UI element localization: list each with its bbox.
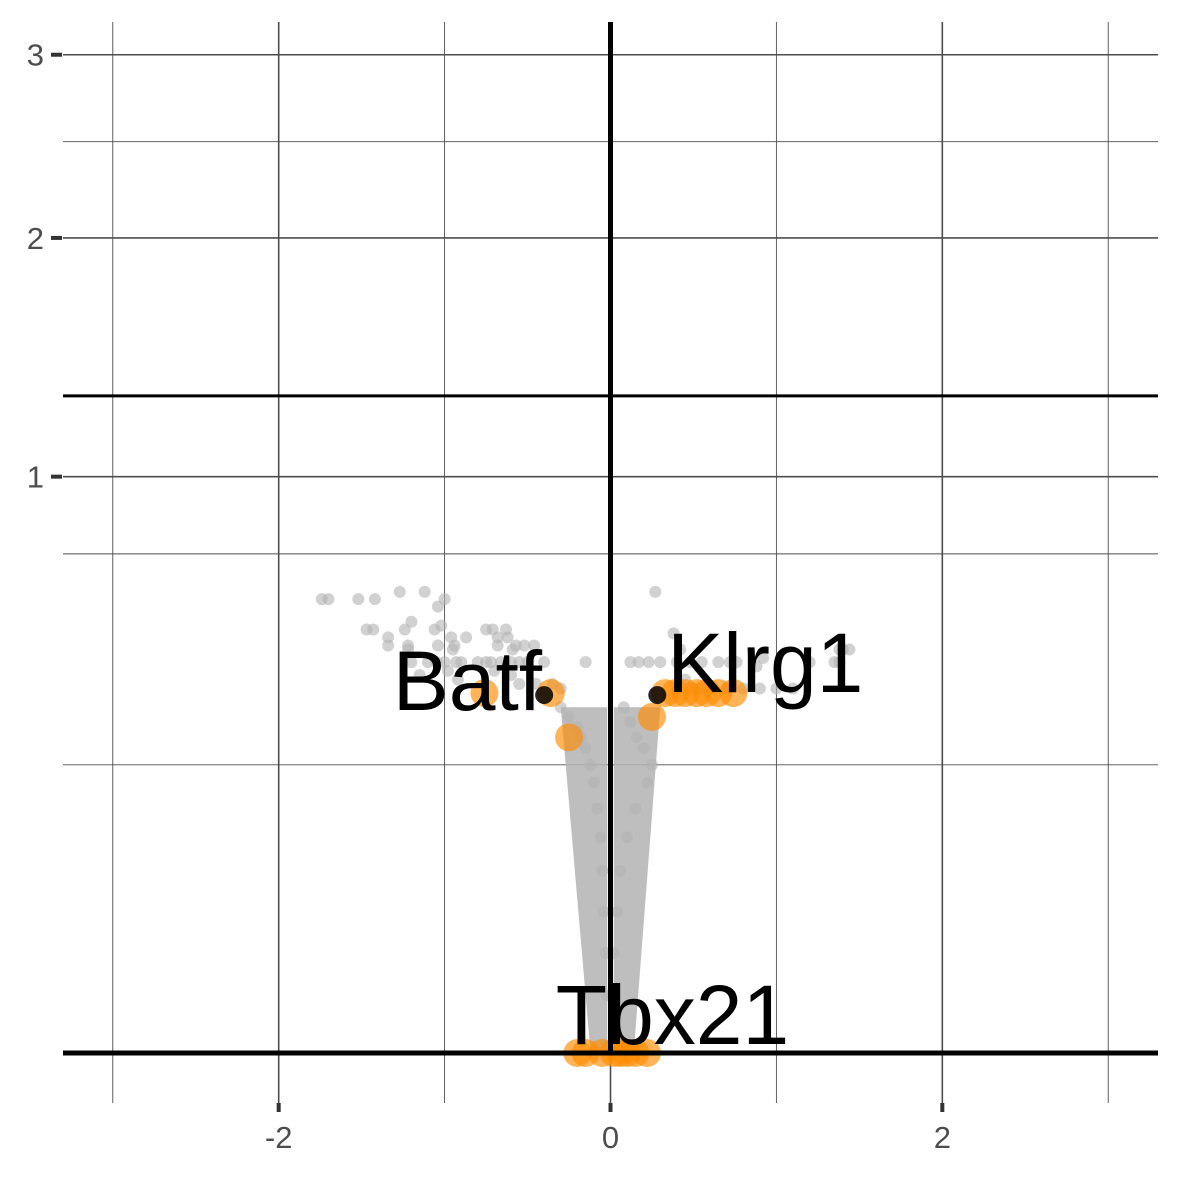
data-point <box>730 656 743 669</box>
data-point <box>430 656 443 669</box>
data-point <box>398 623 411 636</box>
data-point <box>495 656 507 669</box>
dense-point-cluster <box>613 707 661 1053</box>
data-point <box>441 664 454 677</box>
y-tick-label: 3 <box>27 38 44 73</box>
label-marker <box>535 686 554 705</box>
x-tick-label: -2 <box>265 1120 293 1155</box>
data-point <box>750 660 763 673</box>
data-point <box>435 619 448 632</box>
data-point <box>405 656 418 669</box>
data-point <box>513 656 526 669</box>
data-point <box>382 639 395 652</box>
data-point <box>367 623 380 636</box>
data-point <box>504 669 517 682</box>
x-tick-label: 2 <box>934 1120 951 1155</box>
label-marker <box>648 686 667 705</box>
data-point <box>518 639 531 652</box>
data-point <box>695 656 708 669</box>
data-point <box>803 656 816 669</box>
data-point <box>413 669 426 682</box>
data-point <box>670 656 683 669</box>
data-point <box>667 627 680 640</box>
gene-label-tbx21: Tbx21 <box>556 968 789 1062</box>
data-point <box>579 656 592 669</box>
data-point <box>418 585 431 598</box>
data-point <box>393 585 406 598</box>
data-point <box>649 585 662 598</box>
data-point <box>712 656 725 669</box>
data-point <box>431 600 444 613</box>
data-point <box>455 656 468 669</box>
data-point <box>322 593 335 606</box>
data-point <box>506 643 519 656</box>
data-point <box>521 656 534 669</box>
data-point <box>504 656 517 669</box>
x-axis: -2 0 2 <box>265 1103 951 1155</box>
gene-label-batf: Batf <box>393 634 543 728</box>
data-point <box>368 593 381 606</box>
data-point <box>446 643 459 656</box>
data-point <box>624 656 637 669</box>
data-point <box>352 593 365 606</box>
highlight-point <box>470 679 499 708</box>
data-point <box>528 639 541 652</box>
data-point <box>471 656 484 669</box>
data-point <box>632 656 645 669</box>
x-tick-label: 0 <box>602 1120 619 1155</box>
data-point <box>753 682 766 695</box>
highlight-point <box>555 723 584 752</box>
gene-label-klrg1: Klrg1 <box>667 616 863 710</box>
data-point <box>833 656 846 669</box>
data-point <box>538 656 551 669</box>
data-point <box>451 673 464 686</box>
highlight-point <box>637 702 666 731</box>
data-point <box>513 677 526 690</box>
y-tick-label: 2 <box>27 221 44 256</box>
data-point <box>770 682 783 695</box>
data-point <box>787 682 799 695</box>
data-point <box>488 664 501 677</box>
data-point <box>757 651 770 664</box>
data-point <box>402 643 415 656</box>
highlighted-points <box>470 679 748 1067</box>
y-axis: 1 2 3 <box>27 38 62 495</box>
data-point <box>833 643 846 656</box>
dense-point-cluster <box>560 707 608 1053</box>
data-point <box>422 656 434 669</box>
data-point <box>642 656 655 669</box>
gene-labels: Batf Klrg1 Tbx21 <box>393 616 864 1062</box>
data-point <box>491 639 504 652</box>
threshold-lines <box>63 22 1158 1056</box>
data-point <box>654 656 667 669</box>
data-point <box>460 631 473 644</box>
data-point <box>684 656 697 669</box>
label-markers <box>535 686 667 705</box>
data-point <box>843 643 856 656</box>
highlight-point <box>719 679 748 708</box>
y-tick-label: 1 <box>27 460 44 495</box>
data-point <box>431 639 444 652</box>
data-point <box>674 643 687 656</box>
data-point <box>501 631 514 644</box>
